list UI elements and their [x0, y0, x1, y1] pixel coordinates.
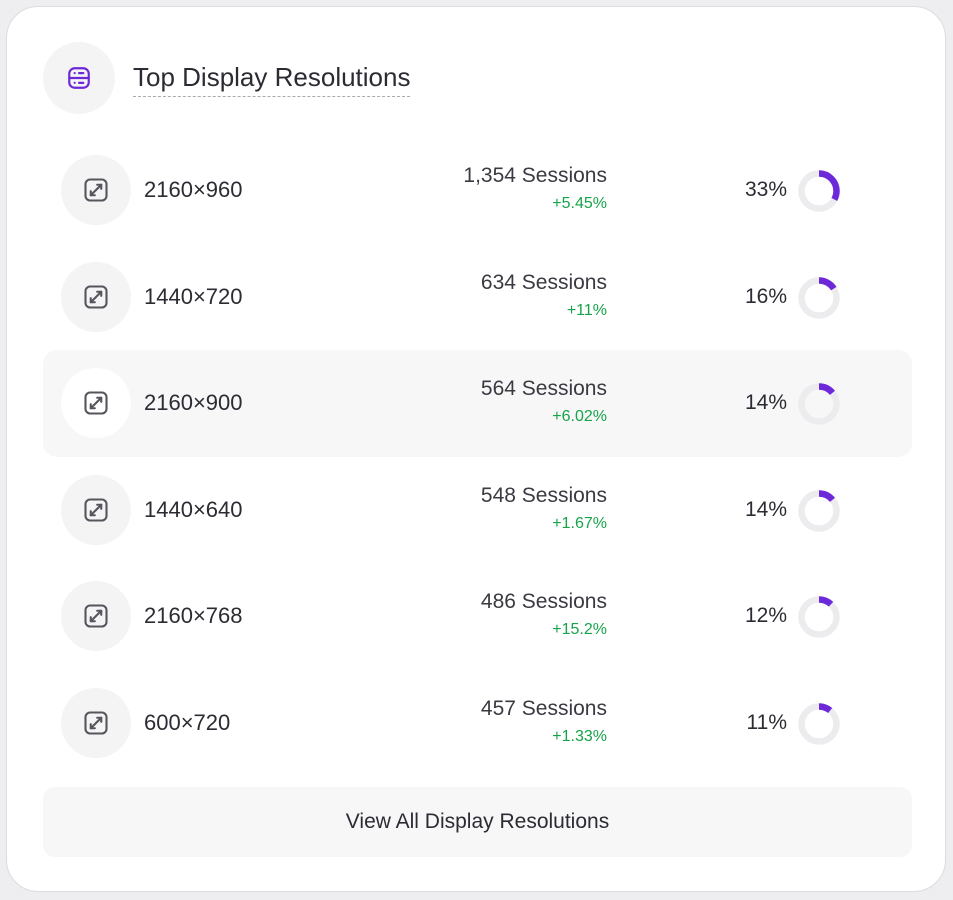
- share-donut: [798, 383, 840, 425]
- donut-fill: [798, 383, 840, 425]
- sessions-count: 548 Sessions: [480, 483, 607, 507]
- expand-arrow-icon: [61, 368, 131, 439]
- resolution-label: 1440×640: [144, 496, 243, 522]
- expand-arrow-icon: [61, 687, 131, 758]
- percent-label: 14%: [744, 391, 787, 415]
- resolution-row[interactable]: 2160×900 564 Sessions +6.02% 14%: [43, 350, 912, 457]
- expand-arrow-icon: [61, 155, 131, 225]
- sessions-count: 486 Sessions: [480, 590, 607, 614]
- sessions-change: +5.45%: [552, 195, 607, 212]
- sessions-change: +15.2%: [552, 621, 607, 639]
- sessions-change: +1.33%: [552, 727, 607, 745]
- share-donut: [798, 490, 840, 532]
- sessions-block: 1,354 Sessions +5.45%: [463, 163, 607, 215]
- share-donut: [798, 703, 840, 745]
- percent-label: 33%: [744, 178, 787, 201]
- sessions-count: 1,354 Sessions: [463, 164, 607, 187]
- resolution-row[interactable]: 600×720 457 Sessions +1.33% 11%: [43, 670, 912, 777]
- resolution-label: 2160×960: [144, 177, 243, 202]
- donut-fill: [798, 490, 840, 532]
- card-title: Top Display Resolutions: [133, 62, 411, 97]
- resolution-list: 2160×960 1,354 Sessions +5.45% 33% 1440×…: [43, 137, 912, 777]
- expand-arrow-icon: [61, 581, 131, 652]
- sessions-change: +6.02%: [552, 408, 607, 426]
- sessions-count: 634 Sessions: [480, 270, 607, 294]
- resolution-label: 1440×720: [144, 283, 243, 309]
- server-icon: [43, 42, 115, 114]
- view-all-button[interactable]: View All Display Resolutions: [43, 787, 912, 857]
- share-donut: [798, 170, 840, 212]
- share-donut: [798, 276, 840, 319]
- percent-label: 11%: [746, 710, 787, 734]
- sessions-count: 457 Sessions: [480, 696, 607, 720]
- donut-fill: [798, 276, 840, 319]
- resolution-label: 2160×768: [144, 603, 243, 629]
- sessions-change: +1.67%: [552, 514, 607, 532]
- resolution-row[interactable]: 2160×960 1,354 Sessions +5.45% 33%: [43, 137, 912, 244]
- percent-label: 12%: [744, 604, 787, 628]
- donut-fill: [798, 703, 840, 745]
- sessions-change: +11%: [566, 301, 607, 319]
- sessions-count: 564 Sessions: [480, 377, 607, 401]
- resolution-label: 2160×900: [144, 390, 243, 416]
- sessions-block: 548 Sessions +1.67%: [481, 483, 607, 535]
- donut-track: [798, 703, 840, 745]
- sessions-block: 457 Sessions +1.33%: [481, 696, 607, 748]
- sessions-block: 486 Sessions +15.2%: [481, 589, 607, 641]
- donut-fill: [798, 596, 840, 639]
- card-header: Top Display Resolutions: [43, 42, 411, 114]
- resolution-row[interactable]: 1440×640 548 Sessions +1.67% 14%: [43, 457, 912, 564]
- donut-track: [798, 596, 840, 639]
- sessions-block: 634 Sessions +11%: [481, 270, 607, 322]
- donut-fill: [798, 170, 840, 212]
- resolution-row[interactable]: 2160×768 486 Sessions +15.2% 12%: [43, 563, 912, 670]
- percent-label: 16%: [744, 284, 787, 308]
- display-resolutions-card: Top Display Resolutions 2160×960 1,354 S…: [6, 6, 946, 892]
- expand-arrow-icon: [61, 261, 131, 332]
- percent-label: 14%: [744, 497, 787, 521]
- resolution-label: 600×720: [144, 709, 231, 735]
- expand-arrow-icon: [61, 474, 131, 545]
- sessions-block: 564 Sessions +6.02%: [481, 376, 607, 428]
- resolution-row[interactable]: 1440×720 634 Sessions +11% 16%: [43, 244, 912, 351]
- share-donut: [798, 596, 840, 639]
